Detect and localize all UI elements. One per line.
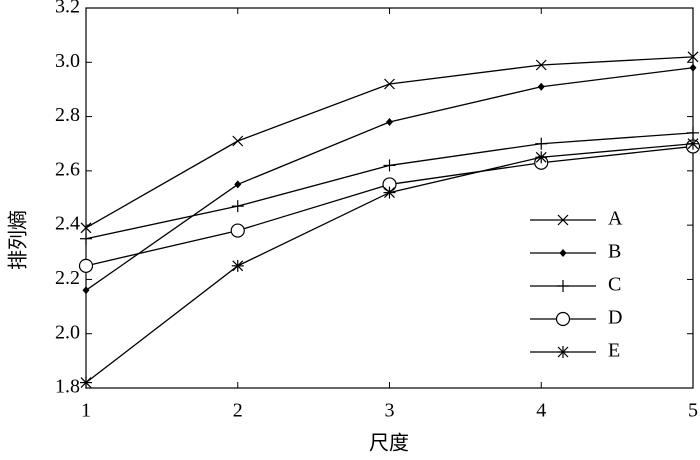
legend-marker [555, 311, 571, 327]
x-tick-label: 1 [81, 400, 91, 422]
y-tick-label: 3.0 [55, 50, 80, 72]
y-tick-label: 1.8 [55, 376, 80, 398]
marker [535, 137, 548, 150]
y-tick-label: 2.8 [55, 104, 80, 126]
marker [559, 249, 567, 257]
marker [557, 214, 569, 226]
y-axis-label: 排列熵 [7, 210, 30, 270]
marker [535, 59, 547, 71]
marker [557, 280, 569, 292]
marker [231, 259, 244, 272]
legend-marker [557, 280, 569, 292]
y-tick-label: 2.6 [55, 158, 80, 180]
x-axis-label: 尺度 [369, 432, 409, 455]
series-line [85, 56, 694, 229]
marker [80, 222, 92, 234]
marker [537, 82, 545, 91]
marker-shape [234, 180, 242, 189]
marker [689, 63, 697, 72]
marker [231, 200, 244, 213]
marker-shape [689, 63, 697, 72]
x-tick-label: 5 [688, 400, 698, 422]
marker-shape [559, 249, 567, 257]
y-tick-label: 2.2 [55, 267, 80, 289]
marker [230, 223, 245, 238]
marker [383, 186, 396, 199]
marker-stroke [535, 59, 547, 71]
legend-marker [559, 249, 567, 257]
marker [234, 180, 242, 189]
marker [535, 151, 548, 164]
marker [687, 126, 699, 139]
x-tick-label: 4 [536, 400, 546, 422]
marker-shape [82, 286, 90, 295]
marker [383, 159, 396, 172]
y-tick-label: 2.4 [55, 213, 80, 235]
marker-stroke [557, 214, 569, 226]
marker-shape [386, 118, 393, 126]
marker [687, 51, 699, 63]
legend-label: E [608, 340, 620, 362]
y-tick-label: 2.0 [55, 321, 80, 343]
legend-marker [557, 346, 569, 358]
marker [557, 346, 569, 358]
marker-shape [555, 311, 571, 327]
legend-label: D [608, 307, 622, 329]
x-tick-label: 2 [233, 400, 243, 422]
marker-stroke [384, 78, 395, 90]
marker [80, 232, 92, 245]
marker [384, 78, 395, 90]
marker [386, 118, 393, 126]
legend-label: A [608, 208, 623, 230]
marker [78, 258, 94, 273]
marker [232, 135, 244, 147]
marker-shape [537, 82, 545, 91]
marker-stroke [80, 222, 92, 234]
legend-marker [557, 214, 569, 226]
marker [555, 311, 571, 327]
x-tick-label: 3 [385, 400, 395, 422]
marker-stroke [687, 51, 699, 63]
legend-label: C [608, 274, 621, 296]
marker-stroke [232, 135, 244, 147]
legend-label: B [608, 241, 621, 263]
marker [687, 137, 699, 150]
marker-shape [78, 258, 94, 273]
marker [82, 286, 90, 295]
y-tick-label: 3.2 [55, 0, 80, 18]
marker [80, 376, 92, 389]
marker-shape [230, 223, 245, 238]
